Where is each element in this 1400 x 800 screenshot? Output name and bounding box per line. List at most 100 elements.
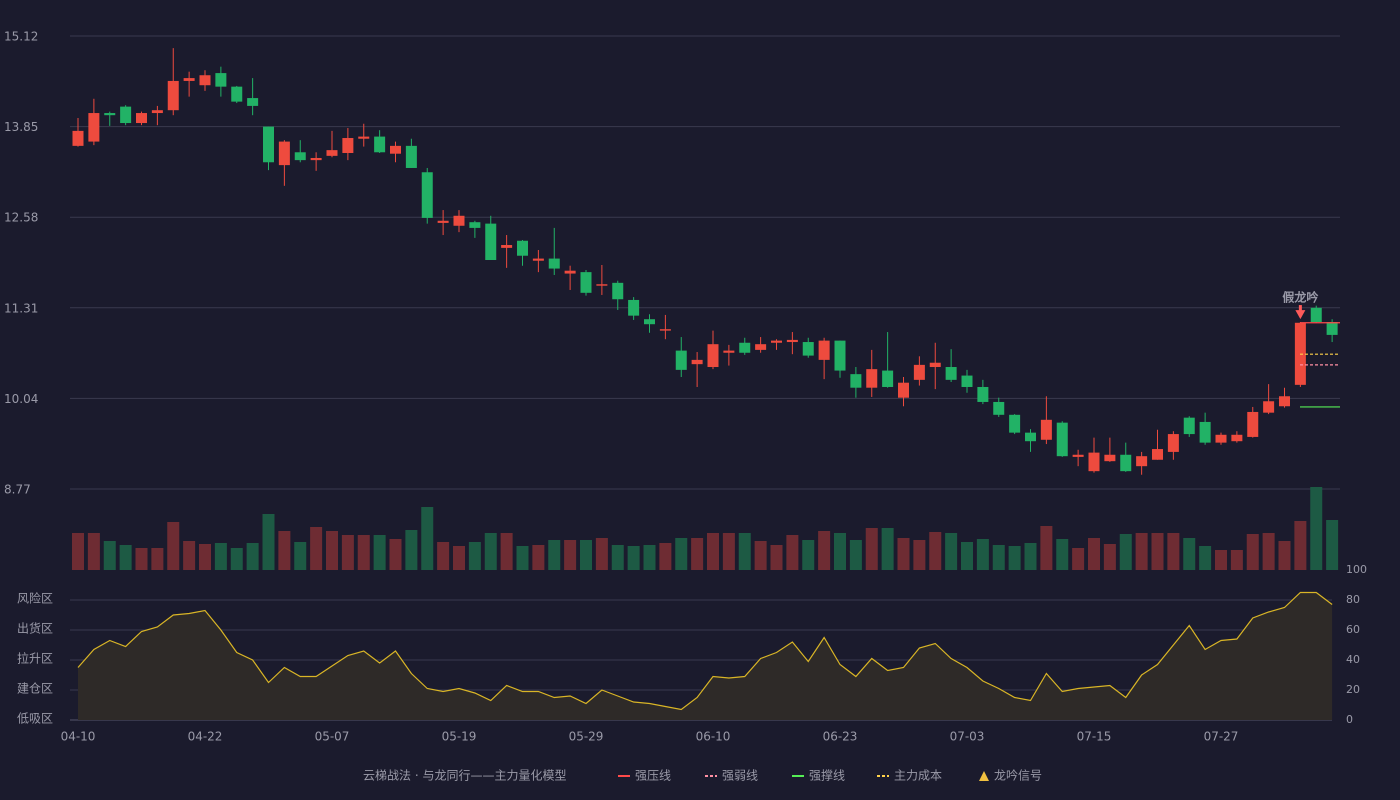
x-tick-label: 04-22 [188,730,223,744]
zone-label: 出货区 [17,621,53,636]
volume-bar [214,543,227,570]
candle-body [580,272,592,293]
volume-bar [1135,533,1148,570]
volume-bar [881,528,894,570]
zone-label: 拉升区 [17,651,53,666]
volume-bar [659,543,672,570]
volume-bar [1151,533,1164,570]
candle-body [802,342,814,356]
candle-body [818,340,830,360]
volume-bar [738,533,751,570]
volume-bar [913,540,926,570]
volume-bar [929,532,942,570]
candle-body [136,113,147,124]
volume-bar [151,548,164,570]
annotation-arrow [1295,310,1306,320]
y-tick-label: 0 [1346,713,1353,726]
volume-bar [135,548,148,570]
candle-body [104,113,116,116]
volume-bar [262,514,275,570]
candle-body [310,157,322,161]
volume-bar [786,535,799,570]
volume-bar [294,542,307,570]
volume-bar [1103,544,1116,570]
x-tick-label: 07-15 [1077,730,1112,744]
volume-bar [230,548,243,570]
x-tick-label: 07-27 [1204,730,1239,744]
volume-bar [897,538,910,570]
candle-body [596,284,608,286]
y-tick-label: 100 [1346,563,1367,576]
candle-body [1199,421,1211,443]
volume-bar [611,545,624,570]
candle-body [675,350,687,370]
candle-body [469,222,481,228]
volume-bar [453,546,465,570]
line [77,591,1333,711]
x-tick-label: 05-29 [569,730,604,744]
candle-body [517,240,528,256]
y-tick-label: 13.85 [4,120,38,134]
volume-bar [1326,520,1339,570]
y-tick-label: 15.12 [4,30,38,44]
candle-body [278,141,290,166]
candle-body [183,78,195,81]
candle-body [231,86,243,102]
volume-bar [548,540,561,570]
volume-bar [849,540,862,570]
volume-bar [357,535,370,570]
volume-bar [1040,526,1053,570]
volume-bar [1215,550,1227,570]
candle-body [755,344,767,350]
volume-bar [976,539,989,570]
candle-body [151,110,163,114]
y-tick-label: 11.31 [4,301,38,315]
candle-body [707,344,719,368]
legend-icon [979,771,989,781]
candle-body [88,113,100,142]
volume-bar [564,540,577,570]
volume-bar [278,531,291,570]
volume-bar [834,533,846,570]
candle-body [1040,419,1052,440]
candle-body [374,136,386,153]
volume-bar [87,533,100,570]
candle-body [913,364,925,380]
candle-body [1088,452,1100,472]
y-tick-label: 8.77 [4,483,31,497]
candle-body [1183,417,1195,435]
candle-body [215,73,227,87]
candle-body [961,375,973,387]
volume-bar [722,533,735,570]
candle-body [771,340,782,343]
volume-bar [643,545,656,570]
volume-bar [373,535,386,570]
volume-bar [1119,534,1132,570]
volume-bar [532,545,545,570]
volume-bar [754,541,767,570]
volume-bar [580,540,592,570]
legend-label: 强撑线 [809,768,845,783]
candle-body [882,370,894,387]
candle-body [390,145,401,154]
volume-bar [1199,546,1212,570]
candle-body [421,172,433,218]
volume-bar [310,527,323,570]
volume-bar [326,531,338,570]
x-tick-label: 05-19 [442,730,477,744]
volume-bar [468,542,481,570]
volume-bar [72,533,84,570]
annotation-stem [1298,305,1302,312]
volume-bar [1310,487,1323,570]
candle-body [263,126,274,163]
volume-bar [1278,541,1291,570]
candle-body [993,401,1005,415]
volume-bar [183,541,196,570]
volume-bar [516,546,529,570]
candle-body [628,299,640,316]
legend-label: 强压线 [635,769,671,783]
volume-bar [103,541,116,570]
y-tick-label: 60 [1346,623,1360,636]
candle-body [532,258,544,261]
candle-body [1056,422,1068,457]
